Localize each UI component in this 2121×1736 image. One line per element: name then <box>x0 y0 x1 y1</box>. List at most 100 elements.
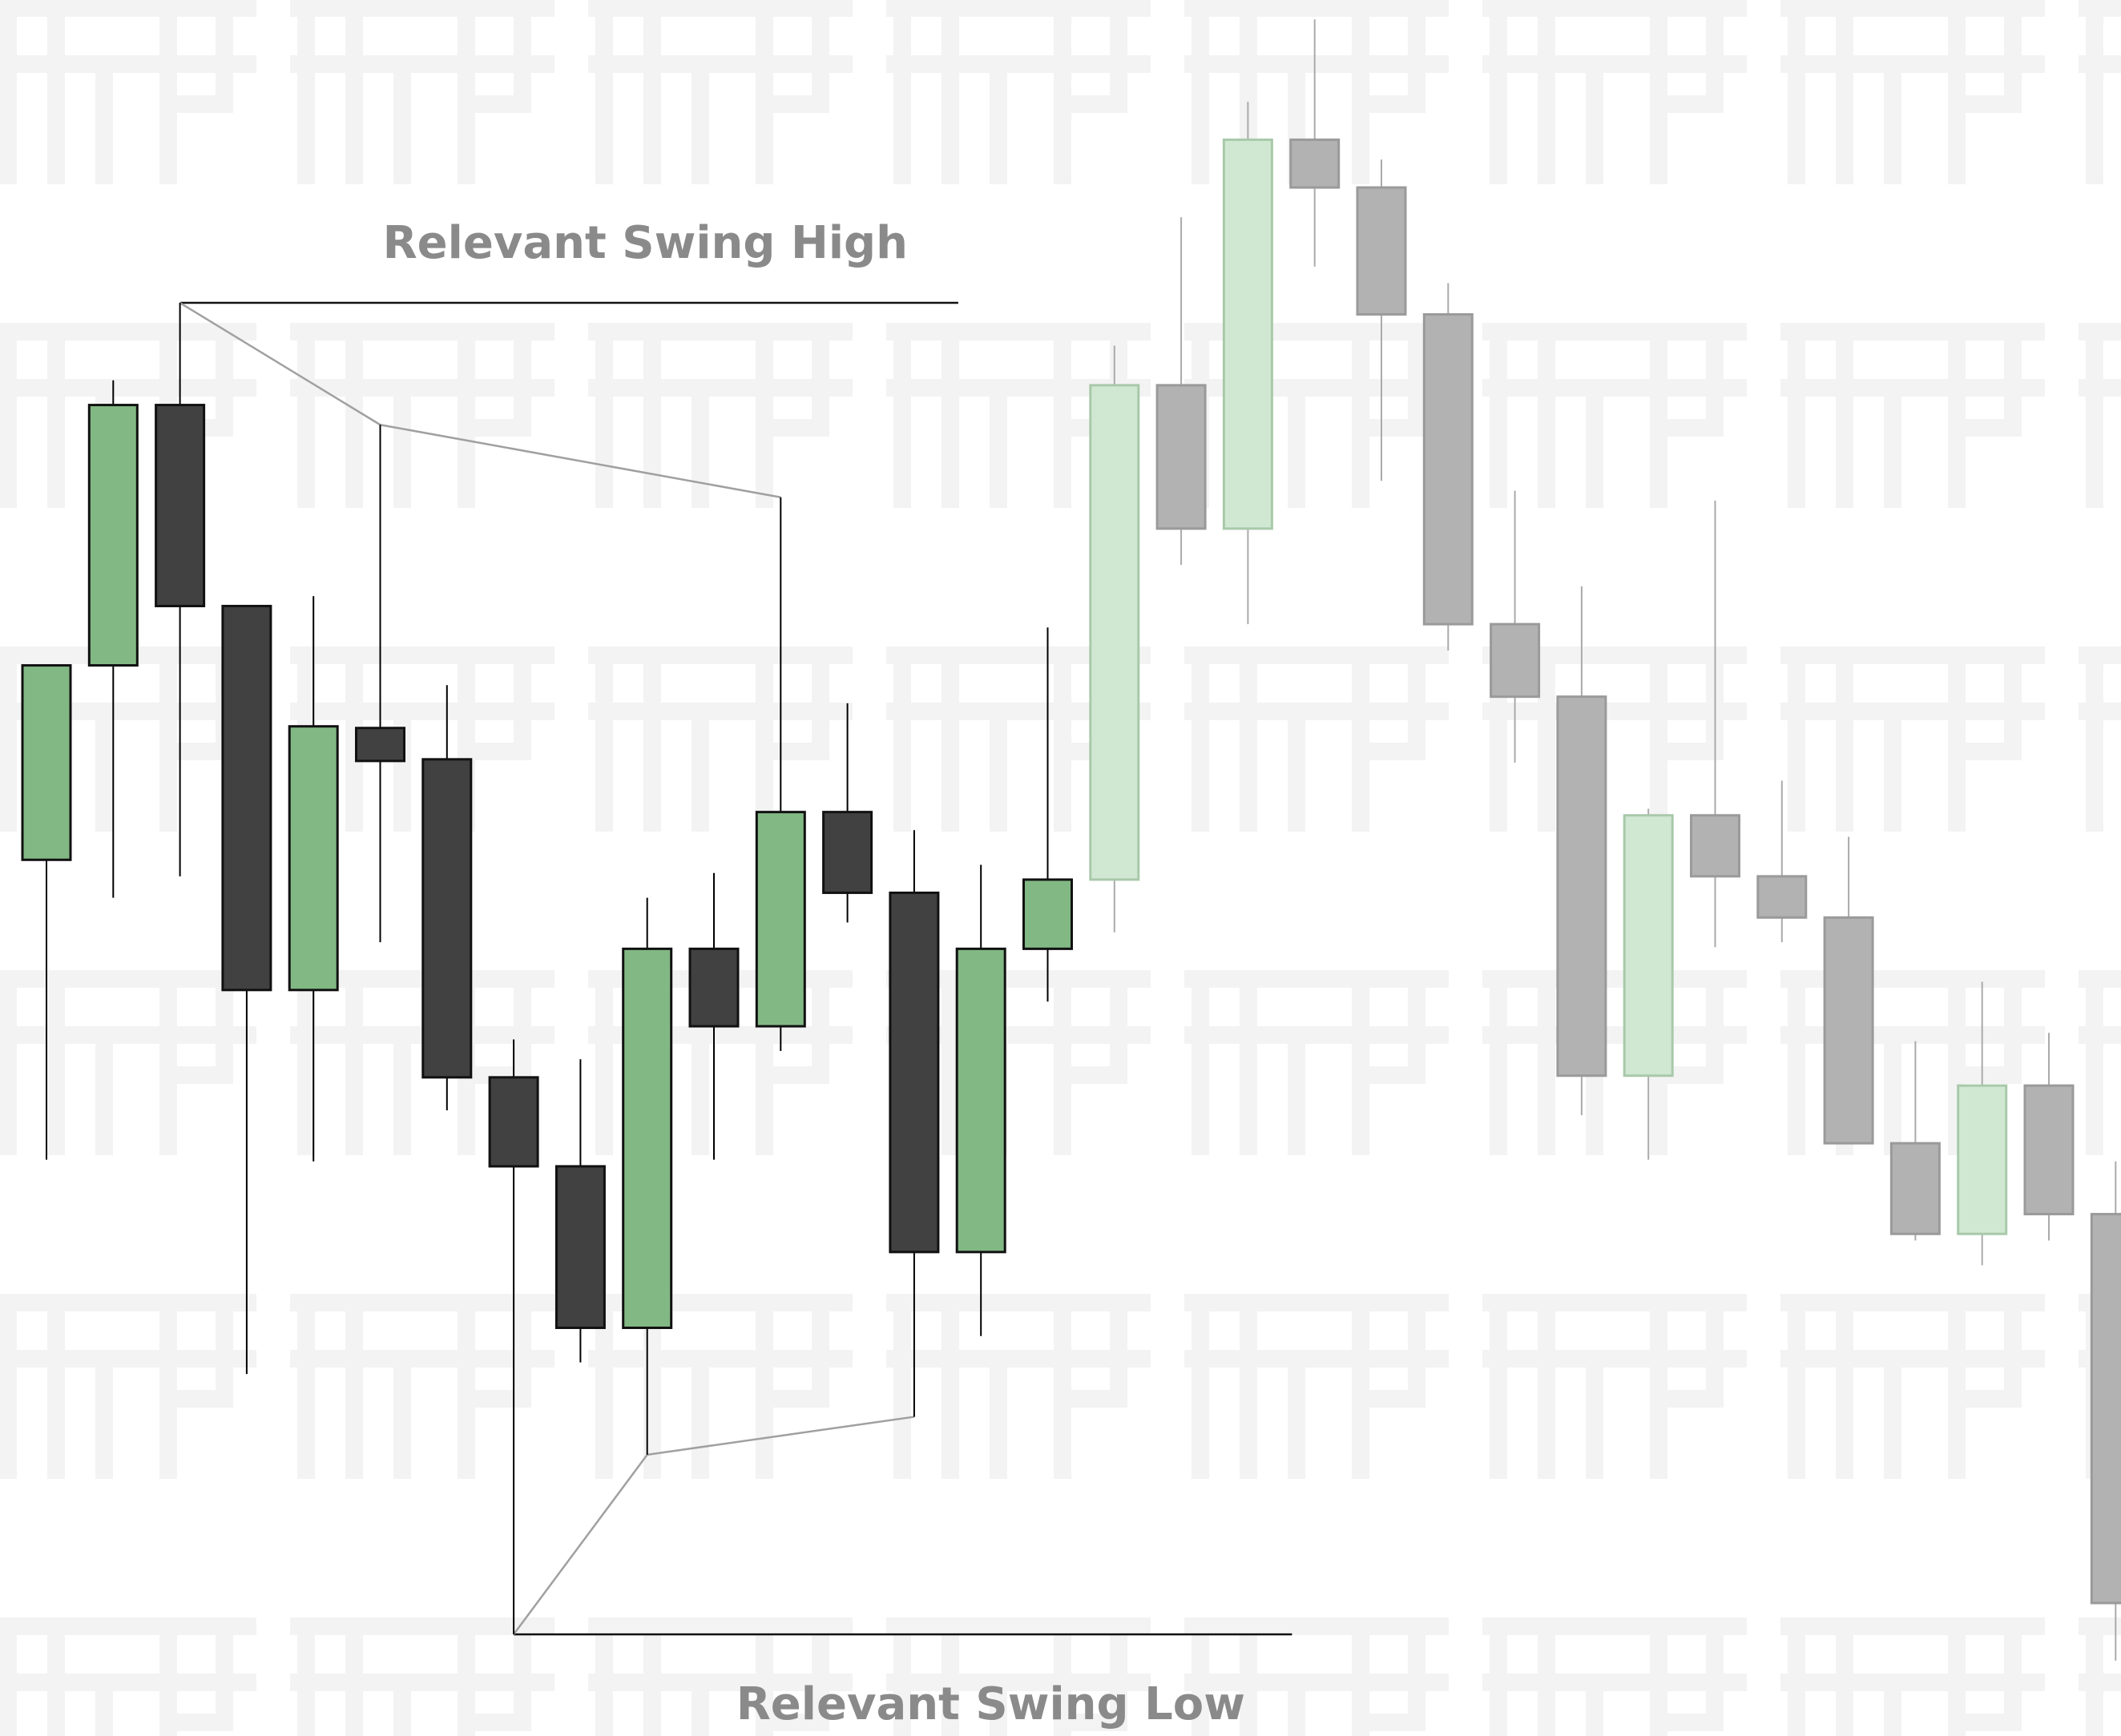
watermark-stroke <box>588 646 853 832</box>
candle-31 <box>2090 1161 2121 1661</box>
candle-28 <box>1889 1041 1941 1241</box>
candle-30 <box>2023 1033 2075 1241</box>
candle-body-bearish <box>2090 1213 2121 1605</box>
watermark-stroke <box>2079 323 2121 508</box>
watermark-stroke <box>0 0 256 184</box>
watermark-tile <box>1780 323 2045 508</box>
candle-body-bearish <box>1889 1142 1941 1235</box>
watermark-tile <box>886 0 1151 184</box>
swing-low-connector <box>513 1416 915 1635</box>
watermark-stroke <box>2079 646 2121 832</box>
watermark-stroke <box>886 1294 1151 1479</box>
watermark-stroke <box>1780 1617 2045 1736</box>
watermark-tile <box>1482 1617 1747 1736</box>
candle-7 <box>488 1039 539 1635</box>
candle-22 <box>1490 490 1541 763</box>
candle-body-bearish <box>1490 622 1541 699</box>
candle-5 <box>355 425 405 943</box>
watermark-tile <box>588 0 853 184</box>
watermark-stroke <box>290 1617 554 1736</box>
watermark-stroke <box>1482 1294 1747 1479</box>
candle-body-bearish <box>822 811 873 894</box>
watermark-tile <box>886 646 1151 832</box>
candle-body-bullish <box>87 404 139 667</box>
candle-4 <box>288 596 339 1162</box>
candle-body-bullish <box>1022 878 1073 950</box>
candle-20 <box>1356 159 1407 481</box>
watermark-tile <box>1482 1294 1747 1479</box>
candle-body-bullish <box>1222 138 1273 530</box>
watermark-tile <box>290 1294 554 1479</box>
watermark-tile <box>2079 1617 2121 1736</box>
swing-low-label: Relevant Swing Low <box>736 1678 1245 1730</box>
candle-body-bullish <box>288 725 339 992</box>
candle-body-bearish <box>688 947 740 1028</box>
candle-25 <box>1690 500 1740 948</box>
watermark-stroke <box>1184 970 1449 1155</box>
candle-body-bearish <box>488 1076 539 1168</box>
watermark-tile <box>886 1294 1151 1479</box>
watermark-stroke <box>588 1617 853 1736</box>
watermark-tile <box>1780 0 2045 184</box>
watermark-stroke <box>1780 0 2045 184</box>
watermark-stroke <box>1780 646 2045 832</box>
watermark-tile <box>1780 1294 2045 1479</box>
watermark-tile <box>588 1617 853 1736</box>
candle-body-bullish <box>1957 1084 2008 1235</box>
watermark-tile <box>0 1294 256 1479</box>
candle-body-bearish <box>2023 1084 2075 1216</box>
candle-body-bearish <box>421 758 473 1079</box>
watermark-stroke <box>2079 0 2121 184</box>
watermark-tile <box>0 1617 256 1736</box>
candles <box>21 19 2121 1661</box>
watermark-stroke <box>2079 1617 2121 1736</box>
candle-18 <box>1222 102 1273 625</box>
candle-body-bearish <box>889 891 940 1254</box>
candle-body-bearish <box>1556 695 1607 1077</box>
watermark-tile <box>886 1617 1151 1736</box>
watermark-stroke <box>1184 1294 1449 1479</box>
candle-24 <box>1623 808 1674 1160</box>
watermark-tile <box>1780 646 2045 832</box>
candle-19 <box>1289 19 1341 267</box>
watermark-tile <box>290 1617 554 1736</box>
watermark-stroke <box>1780 1294 2045 1479</box>
swing-high-label: Relevant Swing High <box>383 217 908 269</box>
watermark-tile <box>588 323 853 508</box>
candle-27 <box>1823 836 1874 1145</box>
watermark-stroke <box>1482 970 1747 1155</box>
watermark-stroke <box>588 323 853 508</box>
watermark-tile <box>1184 1617 1449 1736</box>
watermark-stroke <box>1482 1617 1747 1736</box>
candle-6 <box>421 685 473 1110</box>
watermark-stroke <box>0 1294 256 1479</box>
watermark-tile <box>290 323 554 508</box>
candle-body-bullish <box>1623 814 1674 1077</box>
watermark-tile <box>588 646 853 832</box>
candle-11 <box>755 497 806 1051</box>
watermark-stroke <box>1482 0 1747 184</box>
candle-body-bearish <box>355 727 405 763</box>
watermark-tile <box>0 0 256 184</box>
candle-14 <box>955 864 1006 1336</box>
watermark-stroke <box>886 1617 1151 1736</box>
watermark-stroke <box>588 0 853 184</box>
candle-26 <box>1756 780 1808 943</box>
watermark-stroke <box>1780 323 2045 508</box>
watermark-tile <box>2079 970 2121 1155</box>
candle-8 <box>554 1059 606 1363</box>
watermark-tile <box>1482 970 1747 1155</box>
watermark-tile <box>290 0 554 184</box>
candle-body-bearish <box>1690 814 1740 878</box>
candle-body-bearish <box>1422 312 1474 626</box>
candle-21 <box>1422 283 1474 651</box>
candle-17 <box>1155 217 1207 566</box>
candle-23 <box>1556 586 1607 1116</box>
watermark-stroke <box>1184 646 1449 832</box>
candle-10 <box>688 872 740 1160</box>
watermark-stroke <box>886 646 1151 832</box>
watermark-tile <box>1184 1294 1449 1479</box>
candle-body-bearish <box>1289 138 1341 189</box>
candle-body-bullish <box>955 947 1006 1254</box>
